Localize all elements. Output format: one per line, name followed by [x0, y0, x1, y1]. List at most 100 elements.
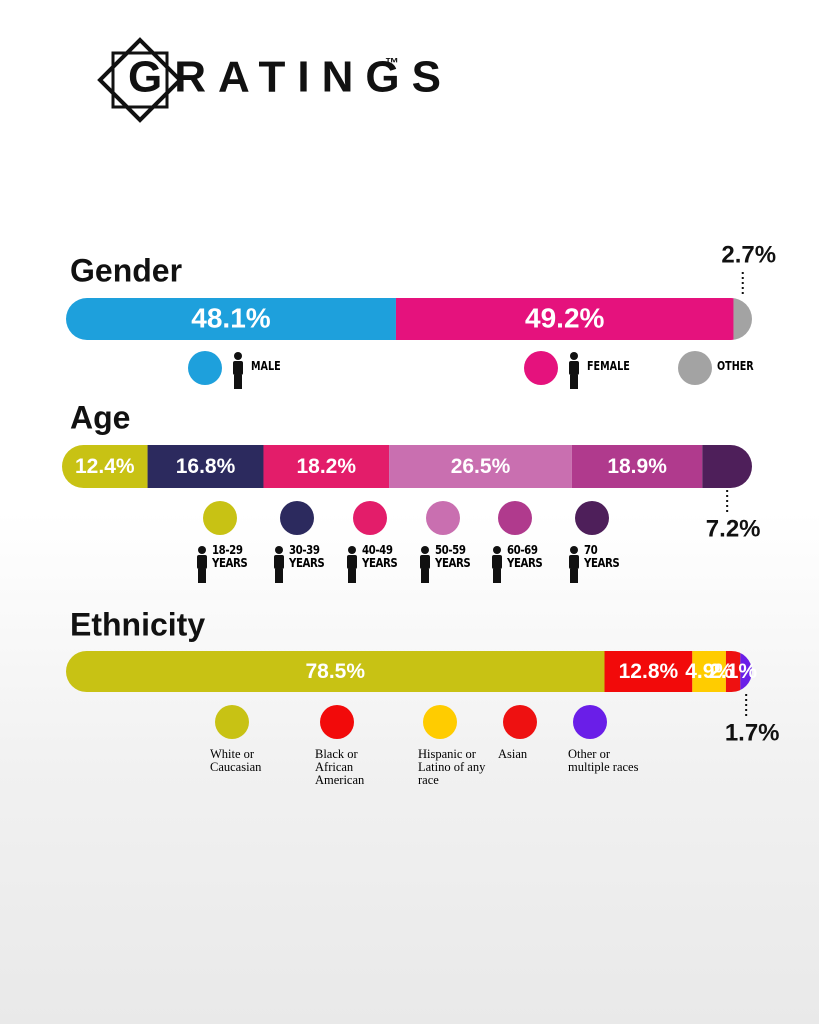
legend-label: FEMALE — [587, 359, 630, 373]
value-label: 18.2% — [296, 455, 356, 478]
value-label: 1.7% — [725, 719, 780, 746]
bar-segment — [62, 445, 148, 488]
legend-dot — [423, 705, 457, 739]
bar-segment — [604, 651, 693, 692]
icon-body — [347, 555, 357, 569]
section-title: Ethnicity — [70, 606, 205, 642]
legend-dot — [426, 501, 460, 535]
legend-dot — [280, 501, 314, 535]
icon-legs — [570, 375, 578, 389]
bar-segment — [725, 651, 741, 692]
icon-body — [233, 361, 243, 375]
legend-label: OTHER — [717, 359, 754, 373]
logo-square — [111, 51, 169, 109]
person-icon — [197, 546, 207, 583]
icon-head — [348, 546, 356, 554]
legend-dot — [498, 501, 532, 535]
bar-segment — [66, 651, 605, 692]
bar-segment — [263, 445, 390, 488]
icon-head — [275, 546, 283, 554]
value-label: 78.5% — [305, 660, 365, 683]
legend-label: White or Caucasian — [210, 747, 262, 775]
legend-dot — [503, 705, 537, 739]
value-label: 2.7% — [721, 241, 776, 268]
bar-segment — [389, 445, 572, 488]
legend-label: 70 YEARS — [584, 543, 620, 570]
value-label: 4.9% — [685, 660, 733, 683]
bar-segment — [702, 445, 752, 488]
logo: GRATINGS ™ — [97, 37, 453, 123]
value-label: 12.8% — [619, 660, 679, 683]
icon-body — [569, 361, 579, 375]
bar-segment — [692, 651, 726, 692]
legend-label: 30-39 YEARS — [289, 543, 325, 570]
value-label: 7.2% — [706, 515, 761, 542]
icon-legs — [234, 375, 242, 389]
icon-legs — [275, 569, 283, 583]
icon-body — [197, 555, 207, 569]
icon-body — [569, 555, 579, 569]
icon-body — [492, 555, 502, 569]
stacked-bar — [66, 651, 752, 692]
section-title: Age — [70, 399, 130, 435]
bar-segment — [571, 445, 703, 488]
person-icon — [233, 352, 243, 389]
icon-head — [570, 546, 578, 554]
icon-legs — [493, 569, 501, 583]
icon-head — [570, 352, 578, 360]
bar-segment — [66, 298, 396, 340]
value-label: 48.1% — [191, 302, 270, 333]
legend-dot — [353, 501, 387, 535]
icon-body — [420, 555, 430, 569]
bar-segment — [733, 298, 752, 340]
icon-head — [493, 546, 501, 554]
person-icon — [274, 546, 284, 583]
icon-legs — [570, 569, 578, 583]
legend-label: MALE — [251, 359, 281, 373]
legend-dot — [320, 705, 354, 739]
legend-label: Black or African American — [315, 747, 365, 788]
legend-label: Asian — [498, 747, 528, 761]
person-icon — [420, 546, 430, 583]
logo-text: GRATINGS — [128, 53, 453, 102]
legend-dot — [188, 351, 222, 385]
bar-segment — [740, 651, 752, 692]
value-label: 18.9% — [607, 455, 667, 478]
legend-label: 60-69 YEARS — [507, 543, 543, 570]
value-label: 2.1% — [709, 660, 757, 683]
legend-label: Hispanic or Latino of any race — [418, 747, 486, 788]
icon-head — [234, 352, 242, 360]
person-icon — [492, 546, 502, 583]
person-icon — [347, 546, 357, 583]
icon-legs — [421, 569, 429, 583]
legend-dot — [524, 351, 558, 385]
icon-head — [198, 546, 206, 554]
legend-dot — [573, 705, 607, 739]
value-label: 12.4% — [75, 455, 135, 478]
stacked-bar — [66, 298, 752, 340]
logo-tm: ™ — [385, 55, 399, 71]
bar-segment — [395, 298, 734, 340]
legend-dot — [215, 705, 249, 739]
icon-legs — [348, 569, 356, 583]
value-label: 26.5% — [451, 455, 511, 478]
icon-head — [421, 546, 429, 554]
person-icon — [569, 546, 579, 583]
value-label: 16.8% — [176, 455, 236, 478]
legend-dot — [203, 501, 237, 535]
legend-label: 50-59 YEARS — [435, 543, 471, 570]
legend-label: Other or multiple races — [568, 747, 639, 775]
legend-dot — [575, 501, 609, 535]
legend-label: 40-49 YEARS — [362, 543, 398, 570]
legend-dot — [678, 351, 712, 385]
section-title: Gender — [70, 252, 182, 288]
stacked-bar — [62, 445, 752, 488]
value-label: 49.2% — [525, 302, 604, 333]
legend-label: 18-29 YEARS — [212, 543, 248, 570]
person-icon — [569, 352, 579, 389]
bar-segment — [147, 445, 264, 488]
icon-legs — [198, 569, 206, 583]
icon-body — [274, 555, 284, 569]
